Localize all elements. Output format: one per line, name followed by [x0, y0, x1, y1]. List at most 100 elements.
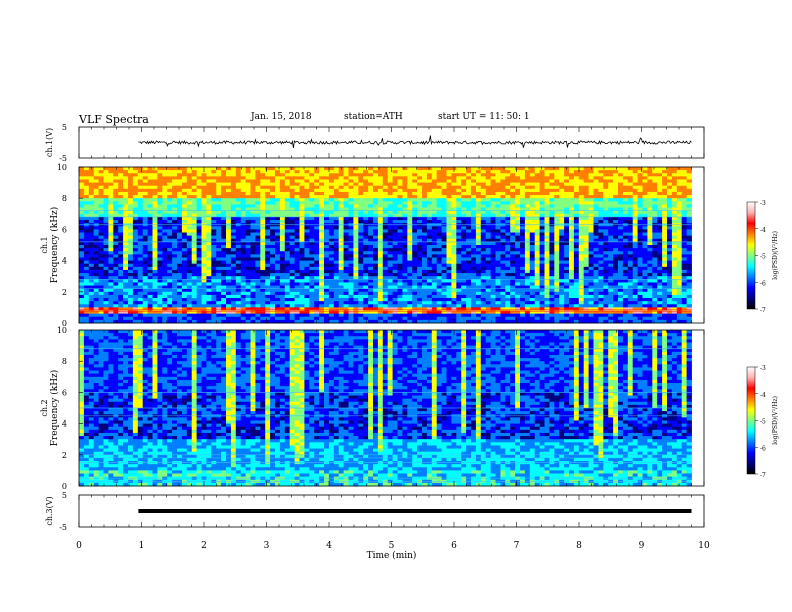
spectrogram-cell: [573, 182, 580, 187]
spectrogram-cell: [304, 257, 310, 261]
spectrogram-cell: [338, 191, 344, 196]
spectrogram-cell: [304, 170, 310, 174]
spectrogram-cell: [559, 198, 565, 202]
spectrogram-cell: [260, 185, 266, 190]
spectrogram-cell: [333, 167, 340, 171]
spectrogram-cell: [118, 248, 124, 252]
spectrogram-cell: [343, 235, 349, 240]
spectrogram-cell: [505, 226, 511, 230]
spectrogram-cell: [279, 173, 286, 177]
spectrogram-cell: [328, 238, 335, 243]
spectrogram-cell: [348, 285, 354, 290]
spectrogram-cell: [554, 260, 560, 265]
spectrogram-cell: [279, 238, 286, 243]
spectrogram-cell: [240, 213, 246, 218]
spectrogram-cell: [260, 173, 266, 177]
spectrogram-cell: [524, 260, 531, 265]
spectrogram-cell: [338, 207, 344, 212]
spectrogram-cell: [79, 226, 85, 230]
spectrogram-cell: [387, 232, 393, 237]
spectrogram-cell: [471, 260, 477, 265]
spectrogram-cell: [191, 191, 197, 196]
spectrogram-cell: [284, 176, 291, 180]
spectrogram-cell: [495, 201, 501, 205]
spectrogram-cell: [324, 210, 330, 215]
spectrogram-cell: [618, 191, 624, 196]
spectrogram-cell: [681, 276, 687, 280]
spectrogram-cell: [569, 210, 575, 215]
spectrogram-cell: [622, 182, 629, 187]
spectrogram-cell: [544, 188, 550, 193]
spectrogram-cell: [681, 260, 687, 265]
spectrogram-cell: [79, 248, 85, 252]
spectrogram-cell: [627, 207, 634, 212]
spectrogram-cell: [83, 191, 90, 196]
spectrogram-cell: [343, 213, 349, 218]
spectrogram-cell: [250, 251, 256, 255]
spectrogram-cell: [642, 170, 648, 174]
spectrogram-cell: [613, 173, 619, 177]
spectrogram-cell: [137, 173, 144, 177]
spectrogram-cell: [632, 182, 638, 187]
spectrogram-cell: [270, 179, 276, 183]
spectrogram-cell: [186, 213, 193, 218]
spectrogram-cell: [167, 185, 173, 190]
spectrogram-cell: [632, 185, 638, 190]
spectrogram-cell: [613, 198, 619, 202]
spectrogram-cell: [681, 269, 687, 274]
spectrogram-cell: [573, 226, 580, 230]
spectrogram-cell: [309, 198, 315, 202]
spectrogram-cell: [544, 241, 550, 246]
spectrogram-cell: [485, 276, 491, 280]
spectrogram-cell: [368, 191, 374, 196]
spectrogram-cell: [647, 282, 653, 286]
spectrogram-cell: [608, 226, 614, 230]
spectrogram-cell: [461, 235, 467, 240]
spectrogram-cell: [426, 276, 433, 280]
spectrogram-cell: [235, 216, 242, 221]
spectrogram-cell: [328, 198, 335, 202]
spectrogram-cell: [573, 170, 580, 174]
spectrogram-cell: [152, 251, 158, 255]
spectrogram-cell: [490, 207, 496, 212]
spectrogram-cell: [608, 188, 614, 193]
spectrogram-cell: [627, 254, 634, 258]
spectrogram-cell: [412, 285, 418, 290]
spectrogram-cell: [123, 173, 129, 177]
spectrogram-cell: [167, 269, 173, 274]
spectrogram-cell: [412, 182, 418, 187]
spectrogram-cell: [412, 185, 418, 190]
spectrogram-cell: [152, 260, 158, 265]
spectrogram-cell: [279, 282, 286, 286]
spectrogram-cell: [240, 232, 246, 237]
spectrogram-cell: [132, 238, 139, 243]
spectrogram-cell: [598, 251, 604, 255]
spectrogram-cell: [79, 198, 85, 202]
spectrogram-cell: [485, 273, 491, 277]
spectrogram-cell: [505, 210, 511, 215]
spectrogram-cell: [216, 201, 222, 205]
spectrogram-cell: [554, 204, 560, 208]
spectrogram-cell: [324, 238, 330, 243]
spectrogram-cell: [265, 204, 271, 208]
spectrogram-cell: [559, 232, 565, 237]
spectrogram-cell: [98, 179, 104, 183]
spectrogram-cell: [260, 182, 266, 187]
spectrogram-cell: [255, 198, 261, 202]
spectrogram-cell: [343, 182, 349, 187]
spectrogram-cell: [559, 229, 565, 233]
spectrogram-cell: [515, 235, 521, 240]
spectrogram-cell: [662, 195, 668, 199]
spectrogram-cell: [676, 198, 683, 202]
spectrogram-cell: [191, 276, 197, 280]
spectrogram-cell: [667, 182, 673, 187]
spectrogram-cell: [324, 188, 330, 193]
spectrogram-cell: [402, 254, 408, 258]
spectrogram-cell: [569, 235, 575, 240]
spectrogram-cell: [539, 167, 545, 171]
spectrogram-cell: [431, 210, 438, 215]
spectrogram-cell: [275, 232, 281, 237]
spectrogram-cell: [387, 185, 393, 190]
spectrogram-cell: [353, 273, 359, 277]
spectrogram-cell: [539, 232, 545, 237]
